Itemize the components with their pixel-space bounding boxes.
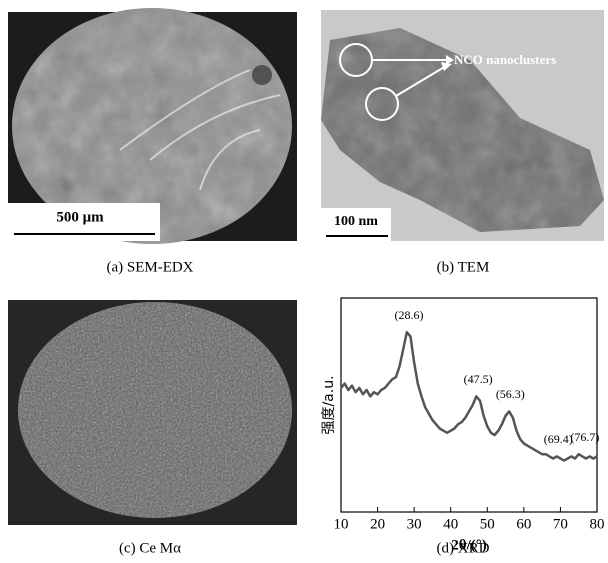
plot-frame	[341, 298, 597, 512]
scale-bar-label: 100 nm	[334, 214, 378, 229]
edx-map	[8, 300, 297, 525]
caption: (d) XRD	[437, 540, 490, 556]
peak-label: (47.5)	[464, 372, 493, 386]
caption: (b) TEM	[437, 259, 490, 275]
scale-bar-label: 500 μm	[56, 209, 104, 225]
x-tick-label: 20	[370, 516, 385, 532]
x-tick-label: 10	[334, 516, 349, 532]
peak-label: (76.7)	[570, 430, 599, 444]
caption: (a) SEM-EDX	[106, 259, 193, 275]
sem-image: 500 μm	[8, 8, 297, 244]
y-axis-label: 强度/a.u.	[321, 375, 337, 434]
x-tick-label: 60	[516, 516, 531, 532]
peak-label: (69.4)	[544, 432, 573, 446]
x-tick-label: 30	[407, 516, 422, 532]
peak-label: (28.6)	[395, 308, 424, 322]
tem-image: NCO nanoclusters 100 nm	[321, 10, 604, 241]
x-tick-label: 80	[590, 516, 605, 532]
x-tick-label: 70	[553, 516, 568, 532]
peak-label: (56.3)	[496, 387, 525, 401]
x-tick-label: 40	[443, 516, 458, 532]
figure: 500 μm (a) SEM-EDX NCO nanoclusters 100 …	[0, 0, 608, 563]
caption: (c) Ce Mα	[119, 540, 181, 556]
annotation: NCO nanoclusters	[454, 52, 556, 67]
x-tick-label: 50	[480, 516, 495, 532]
